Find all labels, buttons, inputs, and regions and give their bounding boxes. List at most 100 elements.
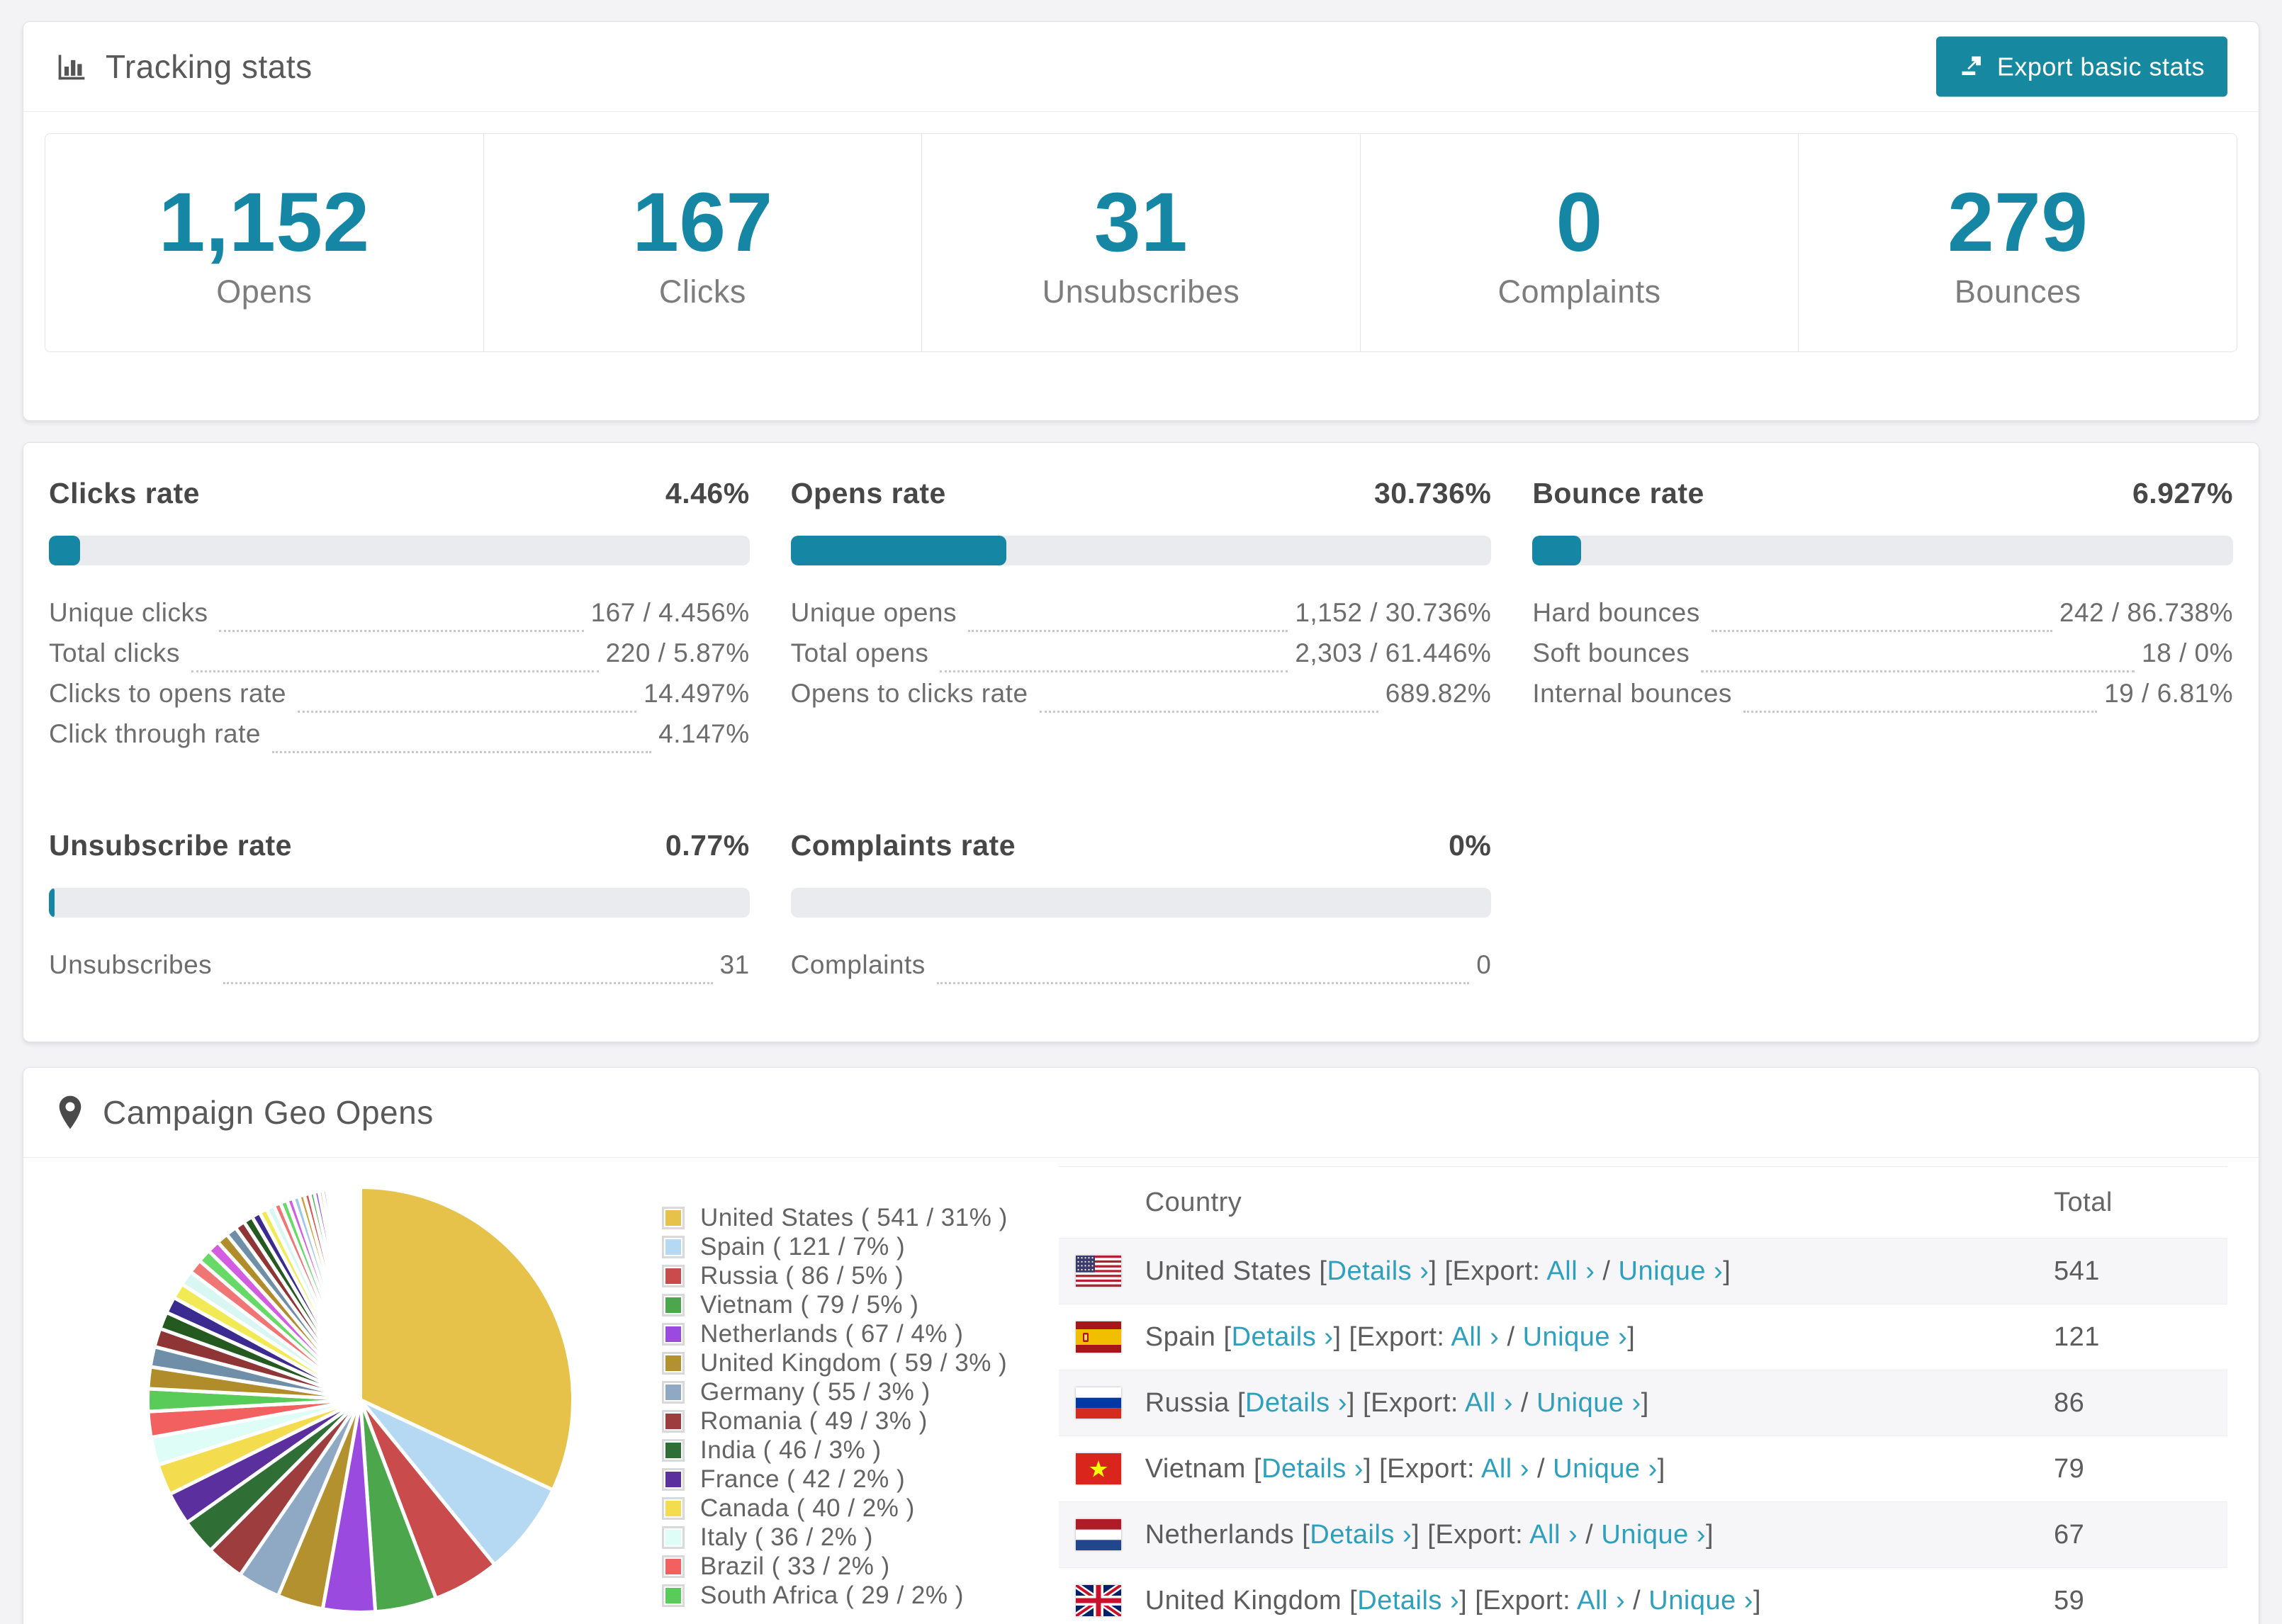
geo-panel-title: Campaign Geo Opens bbox=[56, 1093, 434, 1132]
legend-color-swatch bbox=[662, 1206, 685, 1229]
metric-row: Total opens 2,303 / 61.446% bbox=[791, 638, 1492, 679]
legend-color-swatch bbox=[662, 1380, 685, 1404]
export-all-link[interactable]: All › bbox=[1480, 1453, 1529, 1484]
country-cell: United Kingdom [Details ›] [Export: All … bbox=[1145, 1585, 1761, 1615]
map-pin-icon bbox=[56, 1095, 84, 1129]
legend-color-swatch bbox=[662, 1322, 685, 1346]
export-all-link[interactable]: All › bbox=[1577, 1585, 1626, 1615]
total-column-header: Total bbox=[2054, 1187, 2113, 1217]
details-link[interactable]: Details › bbox=[1357, 1585, 1460, 1615]
geo-panel-title-text: Campaign Geo Opens bbox=[103, 1094, 434, 1132]
dotted-leader bbox=[191, 670, 599, 673]
export-all-link[interactable]: All › bbox=[1529, 1519, 1578, 1550]
details-link[interactable]: Details › bbox=[1327, 1256, 1429, 1286]
details-link[interactable]: Details › bbox=[1310, 1519, 1412, 1550]
rate-percent: 4.46% bbox=[665, 477, 750, 510]
pie-legend: United States ( 541 / 31% ) Spain ( 121 /… bbox=[662, 1203, 1008, 1610]
country-cell: United States [Details ›] [Export: All ›… bbox=[1145, 1256, 1731, 1286]
legend-color-swatch bbox=[662, 1526, 685, 1549]
dotted-leader bbox=[271, 751, 652, 754]
export-all-link[interactable]: All › bbox=[1451, 1321, 1500, 1352]
metric-row: Total clicks 220 / 5.87% bbox=[49, 638, 750, 679]
export-basic-stats-button[interactable]: Export basic stats bbox=[1935, 36, 2227, 97]
metric-label: Opens to clicks rate bbox=[790, 679, 1028, 709]
rate-metrics: Unsubscribes 31 bbox=[49, 950, 750, 991]
rate-title: Unsubscribe rate bbox=[49, 829, 292, 862]
metric-value: 0 bbox=[1476, 950, 1492, 980]
legend-item: United Kingdom ( 59 / 3% ) bbox=[662, 1348, 1008, 1377]
legend-color-swatch bbox=[662, 1584, 685, 1607]
export-unique-link[interactable]: Unique › bbox=[1601, 1519, 1706, 1550]
export-unique-link[interactable]: Unique › bbox=[1553, 1453, 1658, 1484]
legend-item: South Africa ( 29 / 2% ) bbox=[662, 1581, 1008, 1610]
rate-section-complaints-rate: Complaints rate 0% Complaints 0 bbox=[790, 829, 1492, 991]
legend-item: India ( 46 / 3% ) bbox=[662, 1436, 1008, 1465]
stat-label: Bounces bbox=[1954, 274, 2081, 310]
geo-table-row-vn: Vietnam [Details ›] [Export: All › / Uni… bbox=[1058, 1436, 2227, 1501]
country-cell: Spain [Details ›] [Export: All › / Uniqu… bbox=[1145, 1321, 1636, 1352]
flag-cell bbox=[1059, 1585, 1145, 1617]
details-link[interactable]: Details › bbox=[1245, 1387, 1347, 1418]
stat-label: Opens bbox=[216, 274, 313, 310]
rate-header: Clicks rate 4.46% bbox=[49, 477, 750, 510]
details-link[interactable]: Details › bbox=[1261, 1453, 1364, 1484]
stat-label: Unsubscribes bbox=[1042, 274, 1240, 310]
total-cell: 59 bbox=[2054, 1585, 2085, 1615]
metric-value: 14.497% bbox=[643, 679, 750, 709]
tracking-stats-panel: Tracking stats Export basic stats 1,152 O… bbox=[23, 21, 2259, 422]
legend-label: France ( 42 / 2% ) bbox=[700, 1465, 906, 1493]
flag-cell bbox=[1059, 1453, 1145, 1485]
flag-icon-us bbox=[1075, 1256, 1121, 1287]
rate-title: Clicks rate bbox=[49, 477, 200, 510]
legend-label: Spain ( 121 / 7% ) bbox=[700, 1232, 906, 1261]
total-cell: 121 bbox=[2054, 1321, 2100, 1352]
flag-icon-es bbox=[1075, 1321, 1121, 1353]
rate-percent: 0.77% bbox=[665, 829, 750, 862]
rate-progress-track bbox=[790, 888, 1492, 918]
stat-value: 279 bbox=[1947, 176, 2089, 269]
metric-label: Soft bounces bbox=[1532, 638, 1690, 668]
metric-label: Unique clicks bbox=[49, 598, 208, 628]
export-unique-link[interactable]: Unique › bbox=[1648, 1585, 1753, 1615]
legend-label: India ( 46 / 3% ) bbox=[700, 1436, 882, 1464]
dotted-leader bbox=[1743, 711, 2098, 714]
geo-table-row-gb: United Kingdom [Details ›] [Export: All … bbox=[1058, 1567, 2227, 1624]
geo-table-header: Country Total bbox=[1059, 1167, 2227, 1238]
rate-title: Complaints rate bbox=[790, 829, 1016, 862]
metric-label: Internal bounces bbox=[1532, 679, 1732, 709]
flag-icon-nl bbox=[1075, 1519, 1121, 1551]
legend-label: Canada ( 40 / 2% ) bbox=[700, 1494, 915, 1522]
export-unique-link[interactable]: Unique › bbox=[1536, 1387, 1641, 1418]
metric-label: Unique opens bbox=[790, 598, 957, 628]
rate-progress-track bbox=[790, 536, 1492, 566]
legend-item: Netherlands ( 67 / 4% ) bbox=[662, 1319, 1008, 1348]
legend-item: Canada ( 40 / 2% ) bbox=[662, 1494, 1008, 1523]
legend-label: United States ( 541 / 31% ) bbox=[700, 1203, 1008, 1231]
details-link[interactable]: Details › bbox=[1231, 1321, 1334, 1352]
stat-value: 31 bbox=[1094, 176, 1188, 269]
legend-label: Germany ( 55 / 3% ) bbox=[700, 1377, 931, 1406]
legend-item: France ( 42 / 2% ) bbox=[662, 1465, 1008, 1494]
stat-value: 1,152 bbox=[158, 176, 370, 269]
export-unique-link[interactable]: Unique › bbox=[1618, 1256, 1724, 1286]
country-name: United States bbox=[1145, 1256, 1312, 1286]
country-name: United Kingdom bbox=[1145, 1585, 1342, 1615]
legend-color-swatch bbox=[662, 1351, 685, 1375]
country-cell: Vietnam [Details ›] [Export: All › / Uni… bbox=[1145, 1453, 1665, 1484]
legend-label: Russia ( 86 / 5% ) bbox=[700, 1261, 904, 1290]
export-icon bbox=[1959, 51, 1984, 83]
export-all-link[interactable]: All › bbox=[1464, 1387, 1513, 1418]
legend-color-swatch bbox=[662, 1235, 685, 1258]
dotted-leader bbox=[223, 982, 713, 985]
legend-color-swatch bbox=[662, 1409, 685, 1433]
rates-panel: Clicks rate 4.46% Unique clicks 167 / 4.456… bbox=[23, 442, 2259, 1043]
legend-item: Spain ( 121 / 7% ) bbox=[662, 1232, 1008, 1261]
rate-progress-fill bbox=[49, 888, 55, 918]
export-unique-link[interactable]: Unique › bbox=[1522, 1321, 1628, 1352]
export-all-link[interactable]: All › bbox=[1546, 1256, 1595, 1286]
rate-progress-fill bbox=[1532, 536, 1581, 566]
metric-row: Unsubscribes 31 bbox=[49, 950, 750, 991]
tracking-stats-title: Tracking stats bbox=[56, 47, 313, 86]
legend-item: Romania ( 49 / 3% ) bbox=[662, 1406, 1008, 1436]
legend-color-swatch bbox=[662, 1496, 685, 1520]
